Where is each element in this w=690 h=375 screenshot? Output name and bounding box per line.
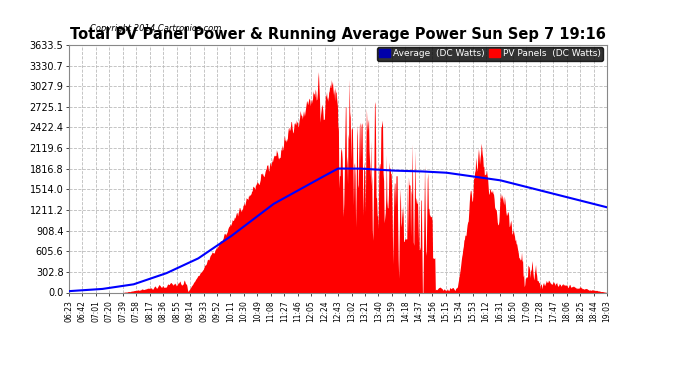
Title: Total PV Panel Power & Running Average Power Sun Sep 7 19:16: Total PV Panel Power & Running Average P… <box>70 27 606 42</box>
Text: Copyright 2014 Cartronics.com: Copyright 2014 Cartronics.com <box>90 24 221 33</box>
Legend: Average  (DC Watts), PV Panels  (DC Watts): Average (DC Watts), PV Panels (DC Watts) <box>377 47 602 60</box>
